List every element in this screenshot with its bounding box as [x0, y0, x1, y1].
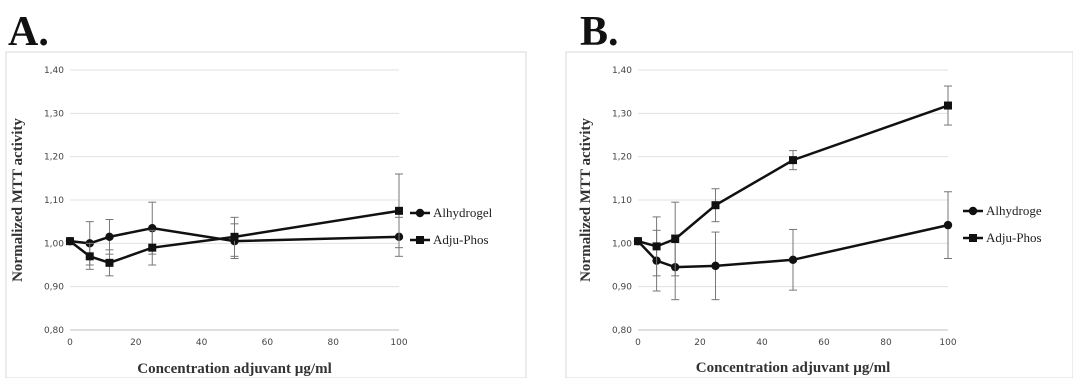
y-tick-label: 0,90	[612, 283, 632, 293]
legend-marker	[415, 208, 425, 218]
x-tick-label: 60	[262, 338, 274, 348]
panel-label: B.	[580, 9, 619, 55]
data-point	[105, 232, 114, 242]
x-tick-label: 40	[196, 338, 208, 348]
chart-frame	[565, 51, 1073, 378]
data-point	[148, 243, 157, 252]
y-tick-label: 1,40	[612, 66, 632, 76]
y-tick-label: 1,00	[612, 239, 632, 249]
chart-frame	[5, 51, 527, 378]
data-point	[711, 201, 720, 210]
y-tick-label: 1,10	[44, 196, 64, 206]
x-tick-label: 0	[635, 338, 641, 348]
panel-label: A.	[8, 9, 49, 55]
y-tick-label: 1,30	[44, 109, 64, 119]
data-point	[66, 237, 74, 246]
y-tick-label: 1,00	[44, 239, 64, 249]
data-point	[711, 261, 720, 271]
legend-label: Alhydroge	[986, 203, 1042, 218]
series-circle	[633, 191, 953, 301]
legend-marker	[969, 234, 977, 242]
x-tick-label: 20	[130, 338, 142, 348]
chart-panel-b: B. 0,80 0,90 1,00 1,10 1,20 1,30 1,40 0 20 40 60 80…	[536, 0, 1073, 378]
data-point	[943, 220, 953, 230]
y-tick-label: 1,30	[612, 109, 632, 119]
chart-panel-a: A. 0,80 0,90 1,00 1,10 1,20 1,30 1,40 0 20 40 60 80…	[0, 0, 536, 378]
chart-b: 0,80 0,90 1,00 1,10 1,20 1,30 1,40 0 20 40 60 80 100…	[565, 51, 1073, 378]
y-tick-label: 0,80	[44, 326, 64, 336]
x-tick-label: 60	[818, 338, 830, 348]
legend-label: Adju-Phos	[433, 232, 489, 247]
data-point	[395, 206, 403, 215]
data-point	[230, 232, 239, 241]
x-axis-title: Concentration adjuvant µg/ml	[696, 360, 890, 376]
data-point	[944, 101, 952, 110]
series-line	[637, 104, 949, 248]
data-point	[85, 252, 94, 261]
data-point	[788, 255, 798, 264]
legend-marker	[416, 236, 424, 244]
legend-marker	[968, 206, 978, 216]
x-tick-label: 80	[880, 338, 892, 348]
legend-label: Adju-Phos	[986, 230, 1042, 245]
y-tick-label: 0,80	[612, 326, 632, 336]
x-tick-label: 100	[390, 338, 407, 348]
x-tick-label: 100	[939, 338, 956, 348]
y-tick-label: 1,10	[612, 196, 632, 206]
data-point	[634, 237, 642, 246]
x-tick-label: 20	[694, 338, 706, 348]
series-line	[637, 223, 949, 269]
data-point	[105, 258, 114, 267]
y-axis-title: Normalized MTT activity	[10, 118, 26, 282]
y-tick-label: 0,90	[44, 283, 64, 293]
x-tick-label: 0	[67, 338, 73, 348]
series-square	[634, 85, 952, 277]
x-tick-label: 40	[756, 338, 768, 348]
series-square	[66, 173, 403, 277]
legend-label: Alhydrogel	[433, 205, 493, 220]
data-point	[652, 242, 661, 251]
x-tick-label: 80	[327, 338, 339, 348]
y-axis-title: Normalized MTT activity	[578, 118, 594, 282]
y-tick-label: 1,40	[44, 66, 64, 76]
chart-a: 0,80 0,90 1,00 1,10 1,20 1,30 1,40 0 20 40 60 80 100…	[5, 51, 527, 378]
data-point	[671, 235, 680, 243]
data-point	[789, 156, 797, 165]
y-tick-label: 1,20	[44, 153, 64, 163]
x-axis-title: Concentration adjuvant µg/ml	[137, 361, 331, 377]
y-tick-label: 1,20	[612, 153, 632, 163]
